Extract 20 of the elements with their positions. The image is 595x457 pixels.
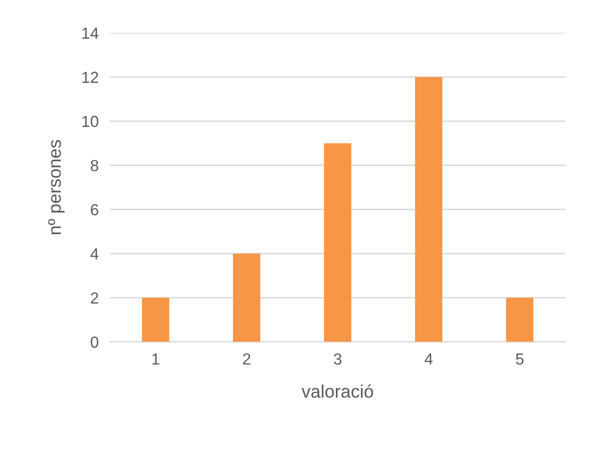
x-tick-label: 1 [152,354,160,365]
bar [142,298,170,342]
bar [232,254,260,342]
x-tick-label: 4 [424,354,433,365]
x-tick-label: 2 [242,353,250,365]
y-tick-label: 2 [90,292,98,304]
y-tick-label: 6 [90,204,98,216]
y-tick-label: 10 [82,116,98,128]
x-axis-title: valoració [302,384,374,398]
y-tick-label: 8 [90,160,98,172]
x-tick-label: 5 [516,354,524,365]
bar [506,298,534,342]
y-tick-label: 12 [82,72,98,83]
y-tick-label: 14 [82,28,98,39]
y-tick-label: 0 [90,336,98,348]
bar [324,143,352,342]
bar [415,77,442,342]
y-axis-title: nº persones [48,140,65,234]
x-tick-label: 3 [334,353,342,365]
y-tick-label: 4 [90,248,98,260]
